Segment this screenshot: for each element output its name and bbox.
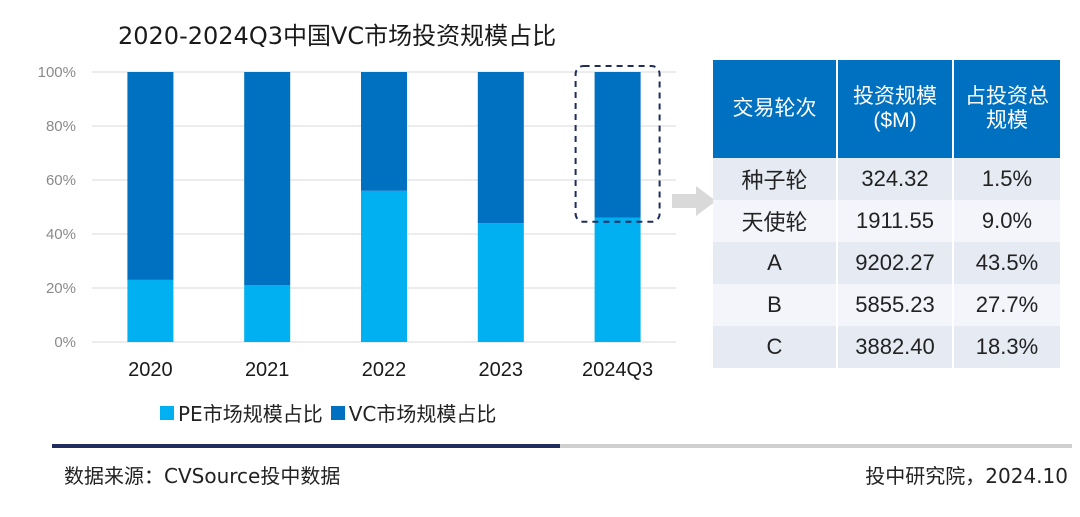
cell-amount: 5855.23 (837, 284, 954, 326)
bar-vc-2023 (477, 72, 524, 224)
x-tick-label: 2021 (245, 359, 290, 381)
table-header-amount: 投资规模($M) (837, 60, 954, 158)
cell-amount: 1911.55 (837, 200, 954, 242)
table-row: 天使轮 1911.55 9.0% (713, 200, 1060, 242)
legend-item-vc: VC市场规模占比 (330, 398, 497, 427)
cell-amount: 3882.40 (837, 326, 954, 368)
stacked-bar-chart: 0% 20% 40% 60% 80% 100% 2020 2021 2022 2023 2024Q… (38, 64, 676, 381)
chart-legend: PE市场规模占比 VC市场规模占比 (160, 398, 504, 427)
cell-share: 27.7% (953, 284, 1060, 326)
footer-divider-light (560, 444, 1072, 448)
y-tick-label: 60% (46, 172, 76, 189)
data-source-note: 数据来源：CVSource投中数据 (64, 464, 341, 488)
header-share-line: 占投资总规模 (965, 85, 1049, 132)
bar-pe-2021 (244, 285, 291, 342)
y-tick-label: 0% (54, 334, 76, 351)
x-tick-label: 2024Q3 (582, 359, 653, 381)
bar-vc-2022 (361, 72, 407, 191)
cell-share: 43.5% (953, 242, 1060, 284)
legend-label-vc: VC市场规模占比 (348, 402, 497, 426)
bar-vc-2024Q3 (594, 72, 641, 218)
x-tick-label: 2020 (128, 359, 173, 381)
bar-vc-2021 (244, 72, 291, 286)
highlight-box (574, 65, 661, 223)
legend-swatch-vc (330, 405, 345, 420)
y-tick-label: 100% (38, 64, 76, 81)
table-row: 种子轮 324.32 1.5% (713, 158, 1060, 200)
table-header-share: 占投资总规模 (953, 60, 1060, 158)
legend-item-pe: PE市场规模占比 (160, 398, 323, 427)
y-tick-label: 40% (46, 226, 76, 243)
cell-amount: 9202.27 (837, 242, 954, 284)
cell-round: B (713, 284, 838, 326)
cell-round: 种子轮 (713, 158, 838, 200)
footer-divider-dark (52, 444, 560, 448)
cell-round: C (713, 326, 838, 368)
publisher-credit: 投中研究院，2024.10 (865, 464, 1068, 488)
table-row: B 5855.23 27.7% (713, 284, 1060, 326)
legend-swatch-pe (160, 405, 174, 420)
cell-share: 18.3% (953, 326, 1060, 368)
bar-vc-2020 (127, 72, 174, 280)
bar-pe-2024Q3 (594, 217, 641, 342)
arrow-right-icon (672, 186, 716, 216)
table-row: C 3882.40 18.3% (713, 326, 1060, 368)
legend-label-pe: PE市场规模占比 (178, 402, 323, 426)
cell-share: 9.0% (953, 200, 1060, 242)
cell-round: 天使轮 (713, 200, 838, 242)
deal-round-table: 交易轮次 投资规模($M) 占投资总规模 种子轮 324.32 1.5% 天使轮… (713, 60, 1060, 368)
y-tick-label: 20% (46, 280, 76, 297)
chart-title: 2020-2024Q3中国VC市场投资规模占比 (118, 22, 557, 50)
y-tick-label: 80% (46, 118, 76, 135)
table-header-row: 交易轮次 投资规模($M) 占投资总规模 (713, 60, 1060, 158)
bar-pe-2020 (127, 279, 174, 342)
x-tick-label: 2023 (479, 359, 524, 381)
cell-share: 1.5% (953, 158, 1060, 200)
cell-round: A (713, 242, 838, 284)
header-amount-line: 投资规模($M) (853, 85, 937, 132)
bar-pe-2022 (361, 190, 407, 342)
bar-pe-2023 (477, 223, 524, 342)
table-header-round: 交易轮次 (713, 60, 838, 158)
cell-amount: 324.32 (837, 158, 954, 200)
table-row: A 9202.27 43.5% (713, 242, 1060, 284)
x-tick-label: 2022 (362, 359, 407, 381)
